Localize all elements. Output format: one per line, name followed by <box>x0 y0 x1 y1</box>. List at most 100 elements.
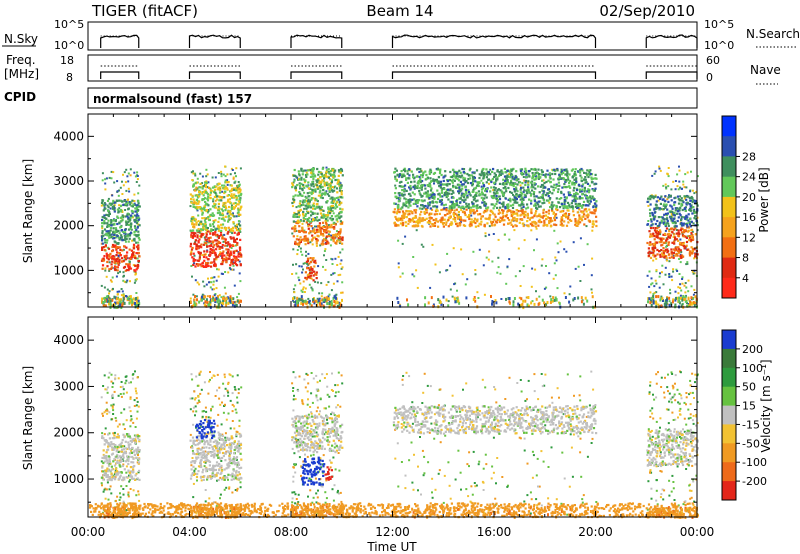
heatmap-cell <box>137 218 140 221</box>
heatmap-cell <box>229 299 232 303</box>
heatmap-cell <box>324 231 327 234</box>
heatmap-cell <box>329 244 332 247</box>
heatmap-cell <box>234 261 237 264</box>
freq-strip: Freq. [MHz] 18 8 60 0 Nave <box>4 53 781 85</box>
heatmap-cell <box>225 206 228 210</box>
heatmap-cell <box>138 302 141 306</box>
heatmap-cell <box>672 236 675 238</box>
heatmap-cell <box>470 208 473 212</box>
heatmap-cell <box>575 177 578 180</box>
heatmap-cell <box>531 189 534 192</box>
heatmap-cell <box>693 288 696 291</box>
heatmap-cell <box>420 204 423 207</box>
heatmap-cell <box>516 214 519 217</box>
heatmap-cell <box>482 264 485 267</box>
heatmap-cell <box>654 279 657 282</box>
heatmap-cell <box>302 288 304 291</box>
heatmap-cell <box>220 302 223 306</box>
heatmap-cell <box>301 173 304 176</box>
heatmap-cell <box>434 210 438 213</box>
heatmap-cell <box>118 189 120 192</box>
heatmap-cell <box>587 172 590 175</box>
heatmap-cell <box>514 212 517 215</box>
heatmap-cell <box>536 215 539 218</box>
heatmap-cell <box>565 196 568 199</box>
heatmap-cell <box>438 192 441 195</box>
heatmap-cell <box>321 214 323 217</box>
heatmap-cell <box>328 235 331 238</box>
heatmap-cell <box>320 181 323 184</box>
heatmap-cell <box>669 211 672 213</box>
heatmap-cell <box>453 175 456 178</box>
heatmap-cell <box>549 301 552 304</box>
heatmap-cell <box>330 215 333 218</box>
heatmap-cell <box>574 218 577 221</box>
heatmap-cell <box>330 169 333 173</box>
heatmap-cell <box>225 261 228 264</box>
heatmap-cell <box>537 168 540 171</box>
heatmap-cell <box>138 184 141 187</box>
heatmap-cell <box>301 189 304 192</box>
heatmap-cell <box>457 299 460 303</box>
heatmap-cell <box>106 299 109 303</box>
heatmap-cell <box>323 177 326 180</box>
heatmap-cell <box>129 218 132 221</box>
heatmap-cell <box>324 191 327 194</box>
heatmap-cell <box>307 198 310 201</box>
heatmap-cell <box>420 188 423 191</box>
heatmap-cell <box>548 201 551 204</box>
heatmap-cell <box>198 254 201 257</box>
heatmap-cell <box>226 212 229 215</box>
heatmap-cell <box>127 220 130 224</box>
heatmap-cell <box>469 209 472 212</box>
heatmap-cell <box>329 207 333 210</box>
heatmap-cell <box>579 168 582 171</box>
heatmap-cell <box>515 192 518 196</box>
heatmap-cell <box>430 208 434 211</box>
heatmap-cell <box>471 171 474 174</box>
heatmap-cell <box>455 170 458 174</box>
heatmap-cell <box>301 170 305 173</box>
heatmap-cell <box>553 168 556 171</box>
heatmap-cell <box>563 220 566 223</box>
heatmap-cell <box>104 178 107 181</box>
heatmap-cell <box>587 214 590 217</box>
heatmap-cell <box>595 224 598 228</box>
heatmap-cell <box>574 200 577 203</box>
heatmap-cell <box>136 234 139 237</box>
heatmap-cell <box>195 244 198 248</box>
heatmap-cell <box>415 221 418 224</box>
heatmap-cell <box>530 301 533 305</box>
heatmap-cell <box>196 247 199 250</box>
heatmap-cell <box>110 280 113 283</box>
heatmap-cell <box>535 297 538 301</box>
heatmap-cell <box>234 303 237 306</box>
heatmap-cell <box>509 190 512 194</box>
heatmap-cell <box>395 212 399 215</box>
heatmap-cell <box>121 180 123 183</box>
heatmap-cell <box>474 187 477 190</box>
heatmap-cell <box>326 216 329 219</box>
heatmap-cell <box>399 275 402 278</box>
heatmap-cell <box>333 272 336 274</box>
heatmap-cell <box>206 262 210 265</box>
heatmap-cell <box>232 202 235 205</box>
heatmap-cell <box>695 191 698 194</box>
heatmap-cell <box>398 211 401 214</box>
heatmap-cell <box>480 220 483 223</box>
heatmap-cell <box>333 233 336 237</box>
heatmap-cell <box>205 235 208 238</box>
heatmap-cell <box>226 232 229 235</box>
heatmap-cell <box>305 250 307 253</box>
heatmap-cell <box>219 251 222 254</box>
heatmap-cell <box>218 207 221 210</box>
heatmap-cell <box>338 233 341 236</box>
heatmap-cell <box>324 268 327 271</box>
heatmap-cell <box>122 266 126 269</box>
heatmap-cell <box>469 212 472 215</box>
heatmap-cell <box>228 243 231 246</box>
heatmap-cell <box>304 299 307 303</box>
heatmap-cell <box>469 177 472 180</box>
heatmap-cell <box>560 216 563 219</box>
heatmap-cell <box>228 255 231 258</box>
